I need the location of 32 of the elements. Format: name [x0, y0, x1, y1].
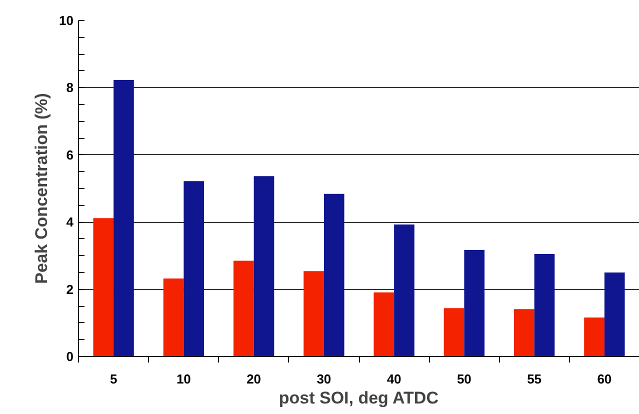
bar: [184, 181, 204, 356]
bar: [514, 309, 534, 356]
bar: [394, 224, 414, 356]
bar: [304, 271, 324, 356]
bar: [324, 194, 344, 356]
x-tick-label: 50: [456, 372, 472, 386]
bar: [93, 218, 114, 356]
x-tick-label: 5: [110, 372, 118, 386]
bar: [604, 272, 625, 356]
x-tick-label: 30: [316, 372, 332, 386]
bar: [534, 254, 555, 356]
x-tick-label: 60: [597, 372, 612, 386]
bar: [374, 292, 394, 356]
x-axis-title: post SOI, deg ATDC: [278, 388, 438, 408]
bar: [114, 80, 134, 356]
y-tick-label: 10: [59, 13, 74, 28]
bar: [254, 176, 274, 356]
bar: [163, 278, 184, 356]
y-tick-label: 6: [66, 147, 74, 162]
y-tick-label: 0: [66, 349, 74, 364]
bar: [464, 250, 485, 356]
y-tick-label: 8: [66, 80, 74, 96]
bar: [444, 308, 464, 356]
y-tick-label: 2: [66, 282, 74, 297]
x-tick-label: 55: [527, 372, 542, 386]
x-tick-label: 20: [246, 372, 262, 386]
x-tick-label: 10: [176, 372, 191, 386]
x-tick-label: 40: [386, 372, 402, 386]
y-axis-title: Peak Concentration (%): [32, 93, 52, 284]
bar: [233, 260, 254, 356]
bar: [584, 318, 604, 356]
y-tick-label: 4: [66, 214, 74, 230]
